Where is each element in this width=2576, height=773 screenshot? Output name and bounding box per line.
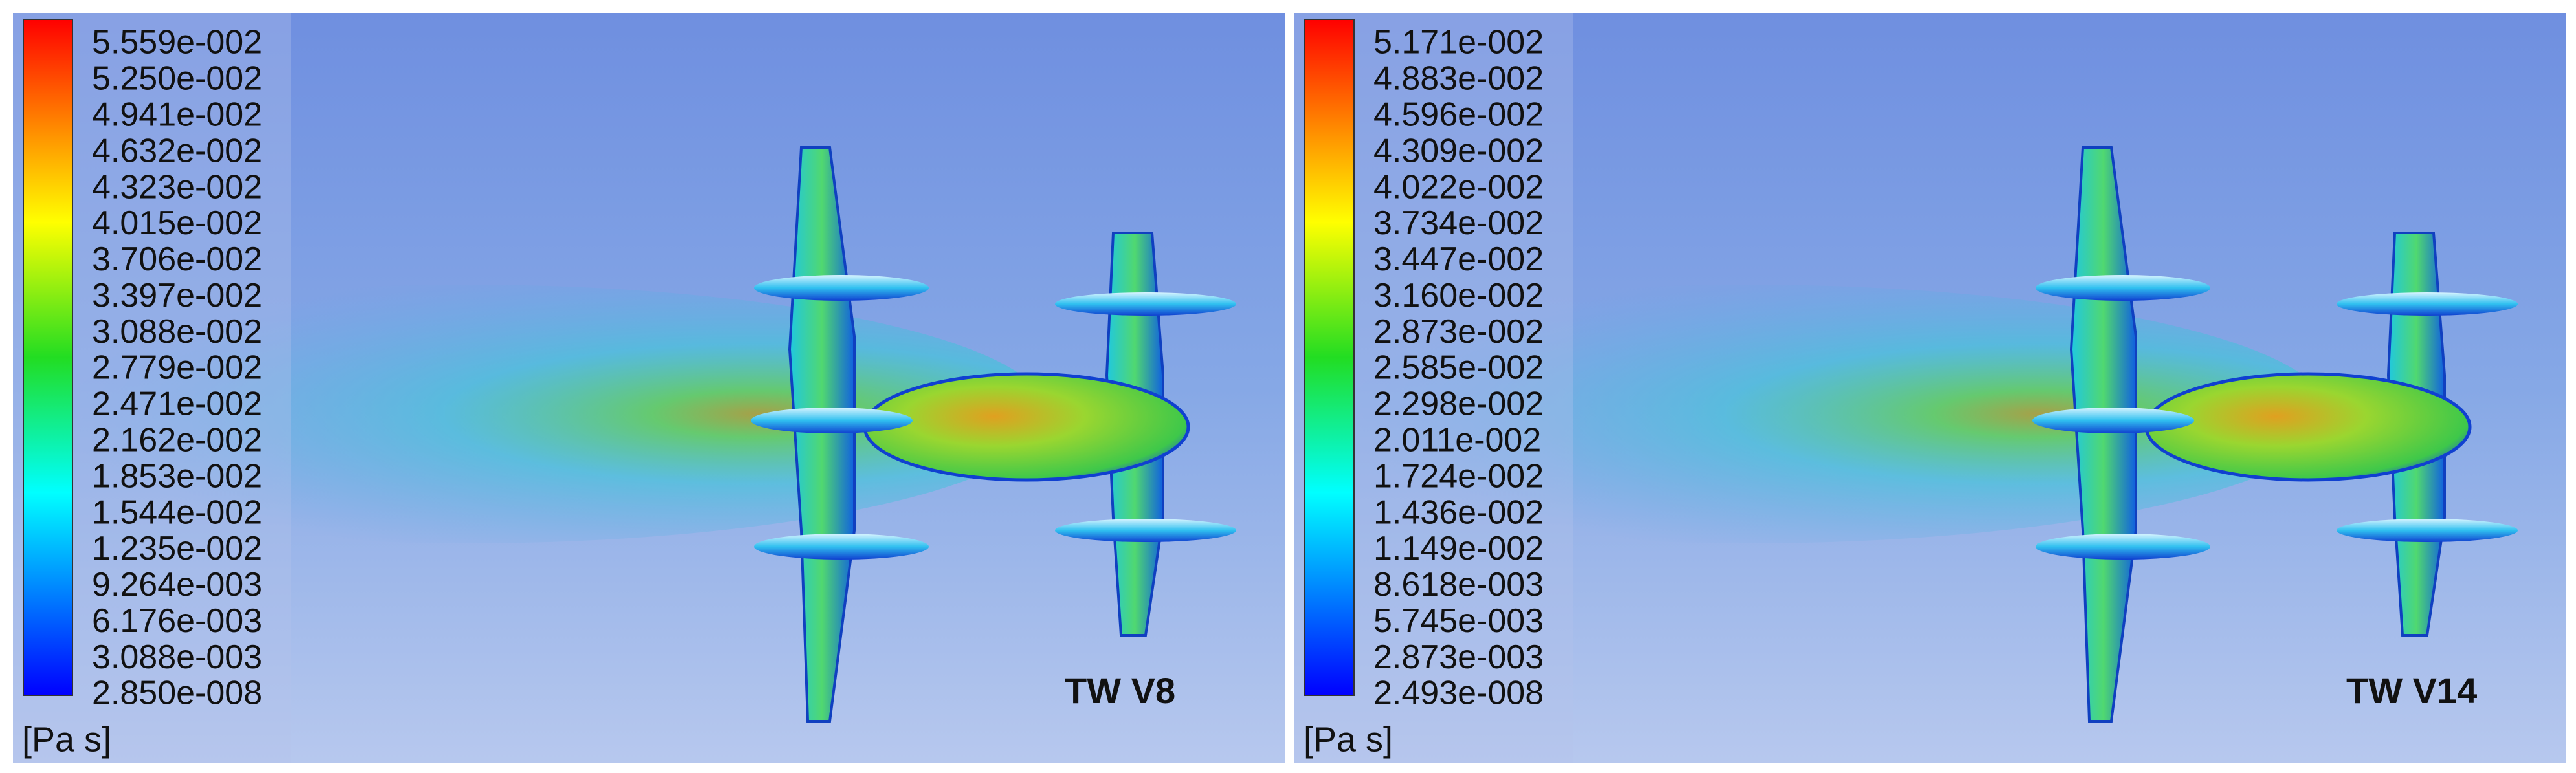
legend-tick-label: 1.853e-002: [92, 457, 262, 495]
panel: 5.171e-0024.883e-0024.596e-0024.309e-002…: [1165, 13, 2566, 763]
legend-unit: [Pa s]: [1304, 720, 1393, 759]
legend-tick-label: 2.873e-002: [1373, 313, 1544, 351]
legend-tick-label: 2.585e-002: [1373, 349, 1544, 387]
legend-tick-label: 3.447e-002: [1373, 241, 1544, 278]
legend-tick-label: 4.022e-002: [1373, 168, 1544, 206]
legend-tick-label: 3.088e-002: [92, 313, 262, 351]
legend-tick-label: 2.779e-002: [92, 349, 262, 387]
legend-tick-label: 4.941e-002: [92, 96, 262, 134]
legend-tick-label: 5.250e-002: [92, 60, 262, 98]
legend-tick-label: 2.011e-002: [1373, 422, 1541, 459]
legend-tick-label: 2.162e-002: [92, 422, 262, 459]
legend-tick-label: 5.745e-003: [1373, 602, 1544, 640]
legend-tick-label: 3.088e-003: [92, 638, 262, 676]
legend-tick-label: 3.397e-002: [92, 277, 262, 314]
legend-tick-label: 3.706e-002: [92, 241, 262, 278]
legend-tick-label: 1.544e-002: [92, 494, 262, 531]
legend-unit: [Pa s]: [22, 720, 111, 759]
legend-tick-label: 1.149e-002: [1373, 530, 1544, 567]
legend-tick-label: 2.850e-008: [92, 675, 262, 712]
legend-tick-label: 4.632e-002: [92, 132, 262, 169]
legend-tick-label: 4.323e-002: [92, 168, 262, 206]
legend-tick-label: 4.309e-002: [1373, 132, 1544, 169]
legend-tick-label: 5.171e-002: [1373, 24, 1544, 61]
legend-tick-label: 1.436e-002: [1373, 494, 1544, 531]
legend-tick-label: 4.015e-002: [92, 204, 262, 242]
legend-tick-label: 9.264e-003: [92, 566, 262, 604]
legend-tick-label: 3.160e-002: [1373, 277, 1544, 314]
panel: 5.559e-0025.250e-0024.941e-0024.632e-002…: [0, 13, 1285, 763]
legend-tick-label: 4.883e-002: [1373, 60, 1544, 98]
legend-tick-label: 2.873e-003: [1373, 638, 1544, 676]
case-label: TW V8: [1065, 670, 1175, 711]
legend-tick-label: 2.298e-002: [1373, 386, 1544, 423]
legend-tick-label: 1.235e-002: [92, 530, 262, 567]
case-label: TW V14: [2346, 670, 2477, 711]
colorbar: [1304, 19, 1355, 696]
legend-tick-label: 8.618e-003: [1373, 566, 1544, 604]
legend-tick-label: 2.493e-008: [1373, 675, 1544, 712]
legend-tick-label: 1.724e-002: [1373, 457, 1544, 495]
legend-tick-label: 5.559e-002: [92, 24, 262, 61]
legend-tick-label: 6.176e-003: [92, 602, 262, 640]
legend-tick-label: 4.596e-002: [1373, 96, 1544, 134]
colorbar: [23, 19, 73, 696]
legend-tick-label: 3.734e-002: [1373, 204, 1544, 242]
legend-tick-label: 2.471e-002: [92, 386, 262, 423]
